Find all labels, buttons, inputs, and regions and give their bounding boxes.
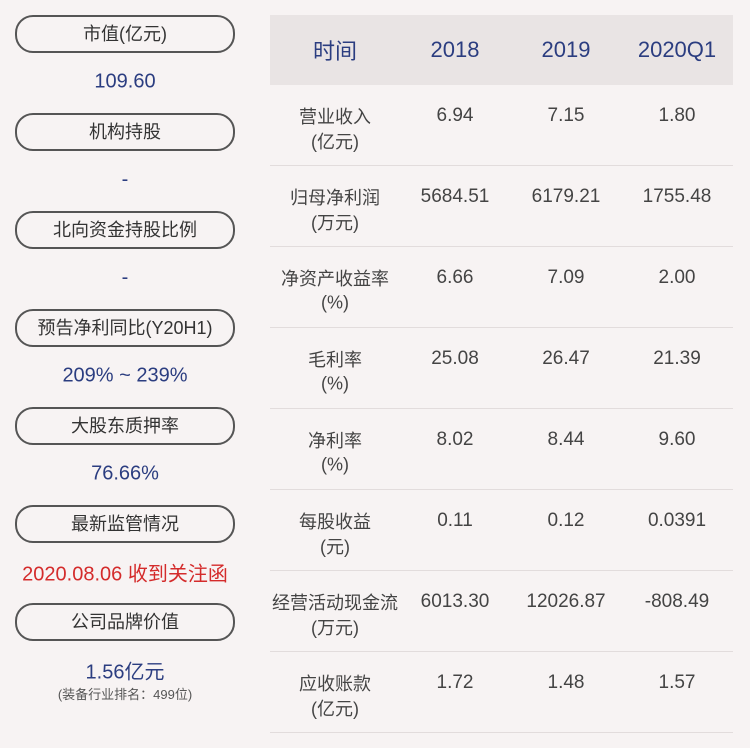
row-unit: (元) (320, 537, 350, 557)
data-cell: 7.15 (547, 105, 585, 126)
label-pill: 公司品牌价值 (15, 603, 235, 641)
data-cell: 6.66 (436, 267, 474, 288)
header-cell: 2018 (430, 37, 480, 62)
row-divider (270, 408, 733, 409)
row-unit: (%) (321, 373, 349, 394)
label-pill: 最新监管情况 (15, 505, 235, 543)
row-unit: (万元) (311, 618, 359, 638)
data-cell: 6013.30 (420, 591, 490, 612)
data-cell: 26.47 (542, 348, 590, 369)
row-divider (270, 246, 733, 247)
header-cell: 2019 (541, 37, 591, 62)
row-unit: (万元) (311, 213, 359, 233)
data-cell: 1.57 (658, 672, 696, 693)
label-pill: 机构持股 (15, 113, 235, 151)
data-cell: 1.72 (436, 672, 474, 693)
value-text: 209% ~ 239% (62, 364, 188, 387)
value-text: 1.56亿元 (85, 661, 165, 684)
value-text: - (121, 168, 129, 191)
data-cell: 25.08 (431, 348, 479, 369)
data-cell: 9.60 (658, 429, 696, 450)
value-text: 109.60 (94, 70, 156, 93)
data-cell: 1755.48 (642, 186, 712, 207)
row-label: 归母净利润 (290, 188, 380, 208)
row-label: 毛利率 (308, 350, 362, 370)
row-label: 经营活动现金流 (272, 593, 398, 613)
header-cell: 时间 (312, 39, 357, 64)
row-divider (270, 165, 733, 166)
label-pill: 北向资金持股比例 (15, 211, 235, 249)
label-pill: 预告净利同比(Y20H1) (15, 309, 235, 347)
data-cell: 0.12 (547, 510, 585, 531)
data-cell: 8.44 (547, 429, 585, 450)
row-unit: (亿元) (311, 132, 359, 152)
row-label: 净利率 (308, 431, 362, 451)
data-cell: 5684.51 (420, 186, 490, 207)
row-label: 净资产收益率 (281, 269, 389, 289)
value-text: 2020.08.06 收到关注函 (22, 563, 228, 586)
data-cell: 6.94 (436, 105, 474, 126)
row-divider (270, 732, 733, 733)
label-pill: 市值(亿元) (15, 15, 235, 53)
data-cell: 2.00 (658, 267, 696, 288)
data-cell: 6179.21 (531, 186, 601, 207)
row-unit: (%) (321, 292, 349, 313)
header-cell: 2020Q1 (637, 37, 717, 62)
row-label: 营业收入 (299, 107, 371, 127)
row-divider (270, 327, 733, 328)
table-header (270, 15, 733, 85)
row-divider (270, 489, 733, 490)
data-cell: 0.0391 (647, 510, 707, 531)
data-cell: 1.80 (658, 105, 696, 126)
row-unit: (%) (321, 454, 349, 475)
data-cell: 8.02 (436, 429, 474, 450)
value-text: - (121, 266, 129, 289)
data-cell: 1.48 (547, 672, 585, 693)
value-text: 76.66% (91, 462, 159, 485)
data-cell: 21.39 (653, 348, 701, 369)
row-divider (270, 570, 733, 571)
data-cell: 12026.87 (526, 591, 606, 612)
row-unit: (亿元) (311, 699, 359, 719)
row-label: 应收账款 (299, 674, 371, 694)
data-cell: 7.09 (547, 267, 585, 288)
label-pill: 大股东质押率 (15, 407, 235, 445)
data-cell: 0.11 (437, 510, 473, 531)
row-label: 每股收益 (299, 512, 371, 532)
data-cell: -808.49 (644, 591, 710, 612)
row-divider (270, 651, 733, 652)
note-text: (装备行业排名：499位) (57, 687, 193, 702)
